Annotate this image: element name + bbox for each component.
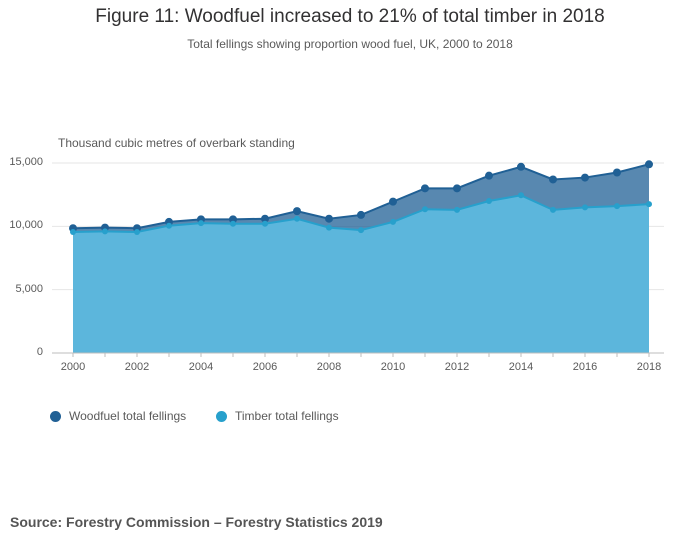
woodfuel-point-2006 — [261, 214, 269, 223]
timber-point-2014 — [518, 192, 524, 199]
timber-point-2011 — [422, 206, 428, 213]
legend-label-woodfuel: Woodfuel total fellings — [69, 409, 187, 423]
y-tick-label: 5,000 — [15, 282, 43, 295]
x-tick-label: 2006 — [252, 361, 278, 373]
x-tick-label: 2014 — [508, 361, 534, 373]
woodfuel-point-2015 — [549, 175, 557, 184]
woodfuel-point-2017 — [613, 168, 621, 177]
woodfuel-point-2010 — [389, 197, 397, 206]
woodfuel-point-2007 — [293, 207, 301, 216]
timber-area — [73, 195, 649, 353]
woodfuel-point-2012 — [453, 184, 461, 193]
timber-point-2003 — [166, 222, 172, 229]
x-tick-label: 2018 — [636, 361, 662, 373]
timber-point-2001 — [102, 228, 108, 235]
x-tick-label: 2012 — [444, 361, 470, 373]
legend-label-timber: Timber total fellings — [235, 409, 339, 423]
y-axis-label: Thousand cubic metres of overbark standi… — [58, 136, 295, 150]
x-tick-label: 2000 — [60, 361, 86, 373]
timber-point-2010 — [390, 218, 396, 225]
x-tick-label: 2004 — [188, 361, 214, 373]
timber-point-2007 — [294, 215, 300, 222]
chart-subtitle: Total fellings showing proportion wood f… — [187, 37, 513, 51]
timber-point-2005 — [230, 220, 236, 227]
x-tick-label: 2002 — [124, 361, 150, 373]
y-tick-label: 10,000 — [9, 219, 43, 232]
timber-point-2009 — [358, 227, 364, 234]
timber-point-2018 — [646, 201, 652, 208]
y-tick-label: 0 — [36, 346, 43, 358]
x-tick-label: 2010 — [380, 361, 406, 373]
woodfuel-point-2016 — [581, 173, 589, 182]
woodfuel-point-2011 — [421, 184, 429, 193]
timber-point-2017 — [614, 203, 620, 210]
legend-item-timber[interactable]: Timber total fellings — [216, 409, 339, 423]
woodfuel-point-2013 — [485, 171, 493, 180]
woodfuel-point-2014 — [517, 162, 525, 171]
timber-point-2002 — [134, 229, 140, 236]
timber-point-2004 — [198, 220, 204, 227]
legend-swatch-timber — [216, 410, 227, 422]
legend-item-woodfuel[interactable]: Woodfuel total fellings — [50, 409, 186, 423]
woodfuel-point-2005 — [229, 215, 237, 224]
woodfuel-point-2009 — [357, 210, 365, 219]
timber-point-2008 — [326, 224, 332, 231]
timber-point-2000 — [70, 229, 76, 236]
legend-swatch-woodfuel — [50, 410, 61, 422]
timber-point-2006 — [262, 220, 268, 227]
x-tick-label: 2008 — [316, 361, 342, 373]
y-tick-label: 15,000 — [9, 156, 43, 168]
woodfuel-point-2018 — [645, 160, 653, 169]
woodfuel-point-2008 — [325, 214, 333, 223]
source-note: Source: Forestry Commission – Forestry S… — [10, 514, 383, 530]
timber-point-2016 — [582, 204, 588, 211]
chart-title: Figure 11: Woodfuel increased to 21% of … — [95, 6, 605, 27]
x-tick-label: 2016 — [572, 361, 598, 373]
timber-point-2015 — [550, 206, 556, 213]
timber-point-2013 — [486, 198, 492, 204]
timber-point-2012 — [454, 206, 460, 213]
